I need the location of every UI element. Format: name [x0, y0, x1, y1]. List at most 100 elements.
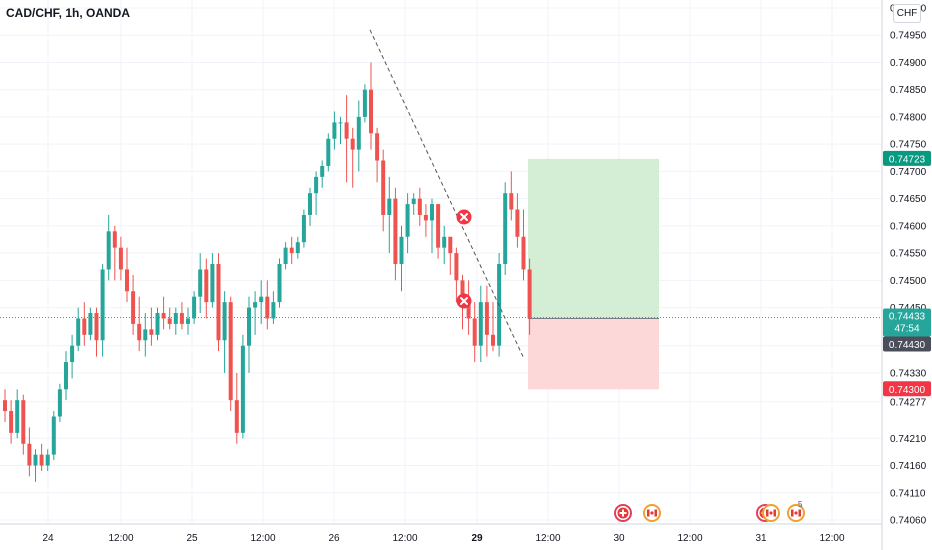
- candle-body: [15, 400, 20, 433]
- current-price-label: 0.74433: [889, 311, 926, 322]
- candle-body: [301, 214, 306, 243]
- candle-body: [94, 313, 99, 341]
- candle-body: [350, 138, 355, 150]
- candle-body: [460, 280, 465, 303]
- candle-body: [192, 296, 197, 319]
- candle-body: [375, 133, 380, 161]
- price-tick-label: 0.74160: [890, 461, 927, 472]
- current-price-bg: [883, 308, 931, 337]
- candle-body: [509, 193, 514, 210]
- close-x-icon[interactable]: [456, 209, 472, 225]
- candle-body: [338, 122, 343, 124]
- candle-body: [167, 318, 172, 324]
- candle-body: [21, 400, 26, 444]
- time-tick-label: 12:00: [677, 533, 702, 544]
- candle-body: [3, 400, 7, 412]
- candle-body: [442, 236, 447, 248]
- candle-body: [100, 269, 105, 341]
- candle-body: [277, 264, 282, 303]
- price-tick-label: 0.74600: [890, 221, 927, 232]
- candle-body: [253, 302, 258, 308]
- candle-body: [314, 176, 319, 194]
- candle-body: [234, 400, 239, 433]
- candle-countdown-label: 47:54: [894, 323, 919, 334]
- candle-body: [143, 329, 148, 341]
- candle-body: [283, 247, 288, 264]
- candle-body: [454, 253, 459, 281]
- canada-flag-icon[interactable]: [643, 504, 661, 522]
- time-tick-label: 31: [755, 533, 767, 544]
- stop-price-label-bg: [883, 381, 931, 397]
- price-tick-label: 0.74330: [890, 368, 927, 379]
- candle-body: [265, 296, 270, 319]
- candle-body: [527, 269, 532, 319]
- time-tick-label: 24: [42, 533, 54, 544]
- candle-body: [179, 313, 184, 324]
- candle-body: [411, 198, 416, 205]
- candle-body: [149, 329, 154, 335]
- candle-body: [210, 264, 215, 303]
- symbol-title[interactable]: CAD/CHF, 1h, OANDA: [6, 6, 131, 20]
- price-tick-label: 0.74750: [890, 140, 927, 151]
- candle-body: [308, 193, 312, 215]
- candle-body: [125, 269, 129, 292]
- swiss-flag-icon[interactable]: [614, 504, 632, 522]
- candle-body: [381, 160, 386, 215]
- candle-body: [521, 236, 526, 270]
- candle-body: [423, 214, 428, 221]
- candle-body: [9, 411, 14, 433]
- price-tick-label: 0.74210: [890, 434, 927, 445]
- candle-body: [216, 264, 221, 341]
- price-tick-label: 0.74060: [890, 516, 927, 527]
- candle-body: [173, 313, 178, 324]
- time-tick-label: 12:00: [250, 533, 275, 544]
- time-tick-label: 12:00: [535, 533, 560, 544]
- candles: [3, 62, 532, 482]
- time-tick-label: 26: [328, 533, 340, 544]
- canada-flag-icon[interactable]: [787, 504, 805, 522]
- candle-body: [332, 122, 337, 139]
- candle-body: [27, 443, 32, 466]
- grid: [0, 0, 882, 524]
- candle-body: [247, 307, 251, 346]
- close-x-icon[interactable]: [456, 293, 472, 309]
- price-tick-label: 0.74700: [890, 167, 927, 178]
- candle-body: [478, 302, 483, 346]
- candle-body: [131, 291, 136, 324]
- candle-body: [387, 198, 392, 215]
- candle-body: [417, 198, 422, 215]
- candle-body: [45, 454, 50, 466]
- candle-body: [112, 231, 117, 248]
- candle-body: [515, 209, 520, 237]
- currency-button[interactable]: CHF: [893, 4, 921, 23]
- candle-body: [240, 345, 245, 433]
- candle-body: [33, 454, 38, 466]
- candle-body: [88, 313, 93, 335]
- price-tick-label: 0.74550: [890, 249, 927, 260]
- candle-body: [228, 302, 233, 401]
- price-tick-label: 0.74110: [890, 488, 926, 499]
- candle-body: [436, 204, 441, 248]
- candle-body: [51, 416, 56, 455]
- candle-body: [161, 313, 166, 319]
- candle-body: [155, 313, 160, 335]
- candle-body: [186, 318, 190, 324]
- candle-body: [295, 242, 300, 254]
- candle-body: [64, 362, 68, 390]
- candle-body: [405, 204, 410, 237]
- candle-body: [289, 247, 294, 254]
- candle-body: [326, 138, 331, 166]
- loss-zone: [528, 318, 659, 390]
- candle-body: [369, 89, 373, 134]
- candle-body: [106, 231, 111, 270]
- candle-body: [393, 198, 398, 264]
- canada-flag-icon[interactable]: [762, 504, 780, 522]
- time-tick-label: 25: [186, 533, 198, 544]
- candle-body: [76, 318, 81, 346]
- price-tick-label: 0.74900: [890, 58, 927, 69]
- target-price-label: 0.74723: [889, 154, 926, 165]
- candle-body: [137, 323, 142, 341]
- candle-body: [484, 302, 489, 335]
